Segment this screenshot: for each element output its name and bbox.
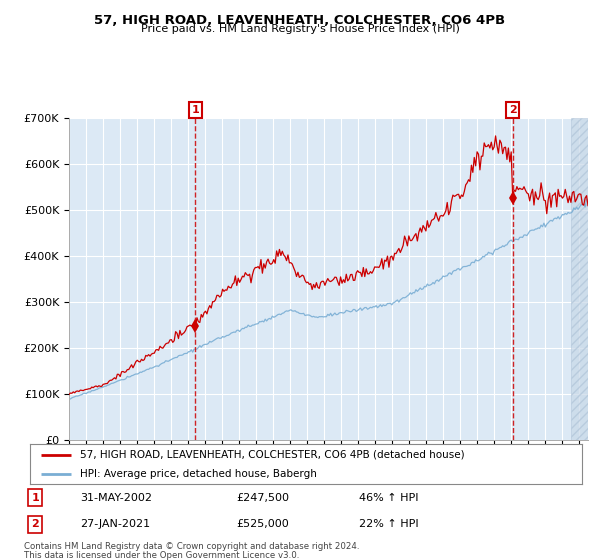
Text: Contains HM Land Registry data © Crown copyright and database right 2024.: Contains HM Land Registry data © Crown c…: [24, 542, 359, 551]
Text: £247,500: £247,500: [236, 493, 289, 503]
Text: This data is licensed under the Open Government Licence v3.0.: This data is licensed under the Open Gov…: [24, 551, 299, 560]
Text: 22% ↑ HPI: 22% ↑ HPI: [359, 519, 418, 529]
Text: £525,000: £525,000: [236, 519, 289, 529]
Text: 27-JAN-2021: 27-JAN-2021: [80, 519, 150, 529]
Text: HPI: Average price, detached house, Babergh: HPI: Average price, detached house, Babe…: [80, 469, 317, 478]
Bar: [571, 118, 588, 440]
Text: 31-MAY-2002: 31-MAY-2002: [80, 493, 152, 503]
Text: 57, HIGH ROAD, LEAVENHEATH, COLCHESTER, CO6 4PB (detached house): 57, HIGH ROAD, LEAVENHEATH, COLCHESTER, …: [80, 450, 464, 460]
Text: 2: 2: [31, 519, 39, 529]
Text: 1: 1: [31, 493, 39, 503]
Text: 57, HIGH ROAD, LEAVENHEATH, COLCHESTER, CO6 4PB: 57, HIGH ROAD, LEAVENHEATH, COLCHESTER, …: [94, 14, 506, 27]
Text: Price paid vs. HM Land Registry's House Price Index (HPI): Price paid vs. HM Land Registry's House …: [140, 24, 460, 34]
Text: 46% ↑ HPI: 46% ↑ HPI: [359, 493, 418, 503]
Text: 2: 2: [509, 105, 517, 115]
Text: 1: 1: [191, 105, 199, 115]
